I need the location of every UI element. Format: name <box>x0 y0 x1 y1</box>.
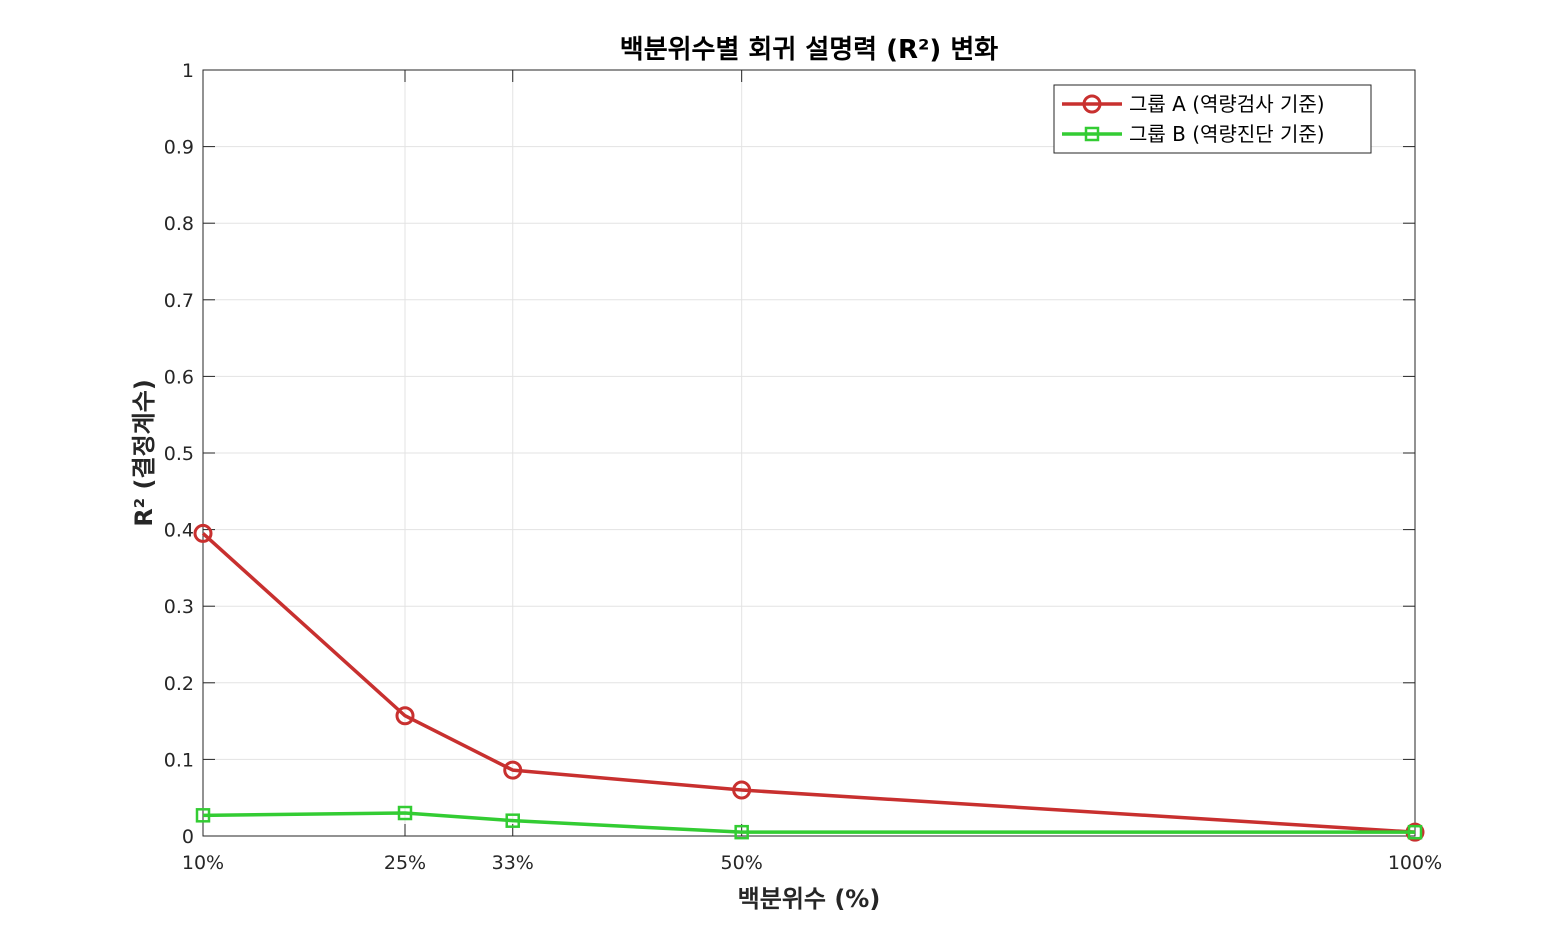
data-point-square <box>195 808 211 823</box>
series-layer <box>193 523 1425 842</box>
y-tick-label: 0.6 <box>164 366 194 388</box>
y-tick-label: 0.2 <box>164 673 194 695</box>
x-axis-label: 백분위수 (%) <box>738 885 881 913</box>
y-tick-label: 0.4 <box>164 520 194 542</box>
data-point-square <box>734 824 749 840</box>
y-tick-label: 0 <box>182 826 194 848</box>
data-point-square <box>1407 824 1423 840</box>
chart-title: 백분위수별 회귀 설명력 (R²) 변화 <box>620 35 999 65</box>
x-tick-label: 25% <box>384 852 426 874</box>
y-tick-label: 0.8 <box>164 213 194 235</box>
axis-ticks: 0 0.1 0.2 0.3 0.4 0.5 0.6 0.7 0.8 0.9 1 10% 25% 33% 50… <box>164 60 1442 874</box>
data-point-circle <box>395 706 415 726</box>
y-tick-label: 0.9 <box>164 137 194 159</box>
legend: 그룹 A (역량검사 기준) 그룹 B (역량진단 기준) <box>1053 84 1372 154</box>
data-point-circle <box>193 523 213 543</box>
y-tick-label: 1 <box>182 60 194 82</box>
legend-label: 그룹 A (역량검사 기준) <box>1129 92 1325 116</box>
y-tick-label: 0.7 <box>164 290 194 312</box>
data-point-circle <box>1082 94 1102 114</box>
x-tick-label: 10% <box>182 852 224 874</box>
y-tick-label: 0.1 <box>164 749 194 771</box>
legend-label: 그룹 B (역량진단 기준) <box>1129 122 1325 146</box>
legend-entry: 그룹 B (역량진단 기준) <box>1062 122 1325 146</box>
data-point-square <box>505 813 520 828</box>
y-tick-label: 0.3 <box>164 596 194 618</box>
series-line <box>201 532 1416 834</box>
data-point-square <box>1084 126 1100 142</box>
legend-entry: 그룹 A (역량검사 기준) <box>1062 92 1325 116</box>
x-tick-label: 33% <box>492 852 534 874</box>
series-line <box>202 811 1415 834</box>
legend-box <box>1053 84 1372 154</box>
y-axis-label: R² (결정계수) <box>130 379 158 527</box>
series-group-a <box>193 523 1425 842</box>
x-tick-label: 100% <box>1388 852 1442 874</box>
data-point-circle <box>503 760 523 780</box>
data-point-circle <box>732 780 752 800</box>
data-point-square <box>397 805 413 821</box>
x-tick-label: 50% <box>721 852 763 874</box>
y-tick-label: 0.5 <box>164 443 194 465</box>
series-group-b <box>195 805 1423 840</box>
